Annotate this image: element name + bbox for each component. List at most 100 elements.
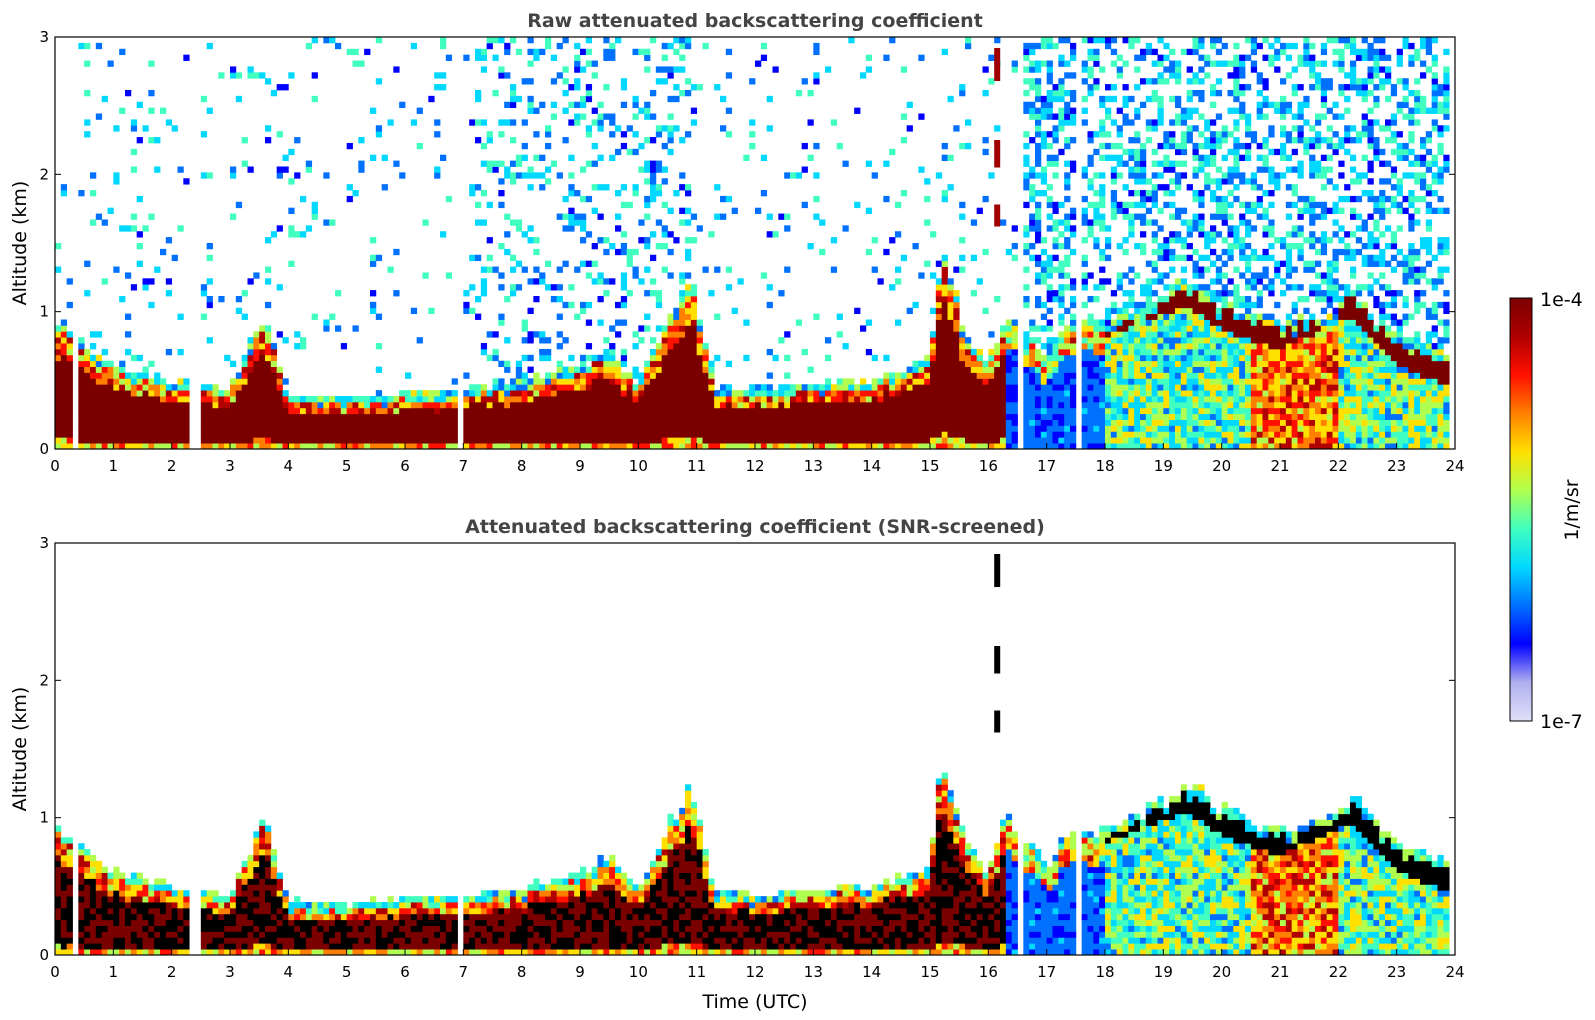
p1-heatmap-cell	[323, 37, 330, 44]
p1-heatmap-cell	[1221, 413, 1228, 420]
p1-heatmap-cell	[667, 407, 674, 415]
p1-heatmap-cell	[953, 337, 960, 344]
p1-heatmap-cell	[749, 407, 756, 415]
p1-heatmap-cell	[305, 413, 313, 420]
p1-heatmap-cell	[282, 401, 289, 409]
p1-heatmap-cell	[276, 431, 283, 438]
p1-heatmap-cell	[1175, 290, 1182, 297]
p1-heatmap-cell	[224, 407, 231, 415]
p1-heatmap-cell	[842, 160, 849, 167]
p1-heatmap-cell	[1046, 372, 1053, 379]
p1-heatmap-cell	[130, 284, 138, 291]
p1-heatmap-cell	[1245, 113, 1252, 120]
p1-heatmap-cell	[1175, 396, 1182, 403]
p1-heatmap-cell	[1227, 325, 1234, 332]
p1-heatmap-cell	[615, 443, 622, 450]
p1-heatmap-cell	[842, 225, 849, 232]
p1-heatmap-cell	[1180, 413, 1188, 420]
p1-heatmap-cell	[1040, 419, 1048, 426]
p1-heatmap-cell	[113, 378, 120, 385]
p1-heatmap-cell	[1099, 396, 1106, 403]
p1-heatmap-cell	[1081, 195, 1088, 203]
p1-heatmap-cell	[749, 384, 756, 391]
p1-heatmap-cell	[1046, 260, 1053, 267]
p1-heatmap-cell	[498, 272, 505, 279]
p1-heatmap-cell	[609, 390, 616, 397]
p1-heatmap-cell	[527, 278, 534, 285]
p1-heatmap-cell	[638, 419, 645, 426]
p1-heatmap-cell	[1175, 172, 1182, 179]
p1-heatmap-cell	[982, 425, 989, 432]
p1-heatmap-cell	[177, 401, 184, 409]
p1-heatmap-cell	[78, 425, 85, 432]
p1-heatmap-cell	[848, 425, 855, 432]
p1-heatmap-cell	[1204, 319, 1211, 326]
p1-heatmap-cell	[1052, 401, 1059, 409]
p1-heatmap-cell	[1116, 348, 1123, 356]
p1-heatmap-cell	[1180, 148, 1188, 156]
p1-heatmap-cell	[1221, 295, 1228, 303]
p1-heatmap-cell	[142, 284, 149, 291]
p1-heatmap-cell	[883, 431, 890, 438]
p1-heatmap-cell	[1070, 225, 1077, 232]
p1-heatmap-cell	[1029, 343, 1036, 350]
p1-heatmap-cell	[311, 401, 318, 409]
p1-heatmap-cell	[1058, 348, 1065, 356]
p1-heatmap-cell	[1204, 425, 1211, 432]
p1-heatmap-cell	[830, 237, 838, 244]
p1-heatmap-cell	[953, 425, 960, 432]
p1-heatmap-cell	[1105, 360, 1112, 367]
p1-heatmap-cell	[1245, 431, 1252, 438]
p1-heatmap-cell	[1210, 301, 1217, 309]
p1-heatmap-cell	[504, 213, 511, 220]
p1-heatmap-cell	[119, 425, 126, 432]
p1-heatmap-cell	[1262, 378, 1269, 385]
p1-heatmap-cell	[1145, 137, 1153, 144]
p1-heatmap-cell	[609, 407, 616, 415]
p1-heatmap-cell	[515, 172, 523, 179]
p1-heatmap-cell	[801, 425, 808, 432]
p1-heatmap-cell	[970, 354, 978, 362]
p1-heatmap-cell	[545, 384, 552, 391]
p1-heatmap-cell	[78, 378, 85, 385]
p1-heatmap-cell	[1198, 266, 1205, 273]
p1-heatmap-cell	[1081, 337, 1088, 344]
p1-heatmap-cell	[935, 307, 943, 315]
p1-heatmap-cell	[620, 348, 628, 356]
p1-heatmap-cell	[755, 207, 762, 214]
p1-heatmap-cell	[574, 425, 581, 432]
p1-heatmap-cell	[609, 48, 616, 56]
p1-heatmap-cell	[486, 201, 493, 209]
p1-heatmap-cell	[1134, 431, 1141, 438]
p1-heatmap-cell	[177, 413, 184, 420]
p1-heatmap-cell	[1169, 190, 1176, 197]
p1-heatmap-cell	[930, 413, 937, 420]
p1-heatmap-cell	[1035, 396, 1042, 403]
p1-heatmap-cell	[1175, 95, 1182, 103]
p1-heatmap-cell	[854, 431, 861, 438]
p1-heatmap-cell	[434, 437, 441, 444]
p1-heatmap-cell	[568, 443, 575, 450]
p1-heatmap-cell	[370, 237, 377, 244]
p1-heatmap-cell	[270, 407, 278, 415]
p1-heatmap-cell	[492, 354, 499, 362]
p1-heatmap-cell	[165, 407, 173, 415]
p1-heatmap-cell	[1140, 425, 1147, 432]
p1-heatmap-cell	[259, 343, 266, 350]
p1-heatmap-cell	[1245, 178, 1252, 185]
p1-heatmap-cell	[1081, 419, 1088, 426]
p1-heatmap-cell	[1198, 337, 1205, 344]
p1-heatmap-cell	[171, 425, 178, 432]
p1-heatmap-cell	[679, 407, 686, 415]
p1-heatmap-cell	[410, 425, 418, 432]
p1-heatmap-cell	[947, 343, 954, 350]
p1-heatmap-cell	[1081, 60, 1088, 67]
p1-heatmap-cell	[1221, 337, 1228, 344]
p1-heatmap-cell	[772, 407, 779, 415]
p1-heatmap-cell	[568, 384, 575, 391]
p1-heatmap-cell	[475, 396, 482, 403]
p1-heatmap-cell	[1175, 184, 1182, 191]
p1-heatmap-cell	[311, 313, 318, 320]
p1-heatmap-cell	[1227, 72, 1234, 79]
p1-heatmap-cell	[1099, 254, 1106, 262]
